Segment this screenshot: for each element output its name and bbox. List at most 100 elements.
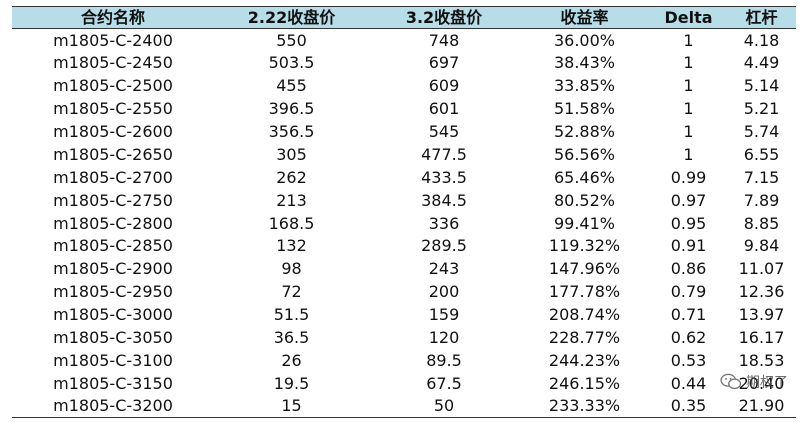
return-cell: 52.88% [553,122,615,141]
table-row: m1805-C-2400 550 748 36.00% 1 4.18 [12,29,796,52]
close-0222-cell: 132 [276,236,307,256]
return-cell: 80.52% [553,190,615,210]
contract-name-cell: m1805-C-2750 [53,190,173,210]
watermark: 期权了 [720,372,788,392]
return-cell: 99.41% [553,213,615,233]
table-row: m1805-C-2450 503.5 697 38.43% 1 4.49 [12,51,796,74]
close-0222-cell: 305 [276,144,307,164]
contract-name-cell: m1805-C-2800 [53,213,173,233]
header-delta: Delta [650,6,727,29]
leverage-cell: 13.97 [738,305,785,325]
return-cell: 147.96% [548,259,621,279]
delta-cell: 0.44 [670,373,707,393]
leverage-cell: 4.49 [743,53,780,73]
return-cell: 228.77% [548,328,621,348]
leverage-cell: 8.85 [743,213,780,233]
close-0302-cell: 384.5 [421,190,467,210]
return-cell: 36.00% [553,30,615,50]
return-cell: 38.43% [553,53,615,73]
close-0222-cell: 503.5 [268,53,315,73]
table-row: m1805-C-2950 72 200 177.78% 0.79 12.36 [12,280,796,303]
header-row: 合约名称 2.22收盘价 3.2收盘价 收益率 Delta 杠杆 [12,6,796,29]
header-close-0302: 3.2收盘价 [369,6,519,29]
close-0302-cell: 120 [428,328,460,348]
delta-cell: 0.86 [670,259,707,279]
return-cell: 33.85% [553,76,615,96]
contract-name-cell: m1805-C-2400 [53,30,173,50]
close-0302-cell: 697 [428,53,460,73]
delta-cell: 0.99 [670,167,707,187]
leverage-cell: 9.84 [743,236,780,256]
table-row: m1805-C-2600 356.5 545 52.88% 1 5.74 [12,120,796,143]
delta-cell: 0.95 [670,213,707,233]
delta-cell: 0.71 [670,305,707,325]
close-0302-cell: 748 [428,30,460,50]
close-0302-cell: 289.5 [421,236,467,256]
leverage-cell: 7.15 [743,167,780,187]
close-0302-cell: 200 [428,282,460,302]
return-cell: 208.74% [548,305,621,325]
return-cell: 246.15% [548,373,621,393]
close-0302-cell: 545 [428,122,460,141]
table-row: m1805-C-2750 213 384.5 80.52% 0.97 7.89 [12,189,796,212]
close-0302-cell: 609 [428,76,460,96]
return-cell: 65.46% [553,167,615,187]
close-0222-cell: 72 [281,282,302,302]
close-0302-cell: 336 [428,213,460,233]
delta-cell: 1 [683,30,694,50]
close-0302-cell: 159 [428,305,460,325]
leverage-cell: 12.36 [738,282,785,302]
close-0222-cell: 356.5 [268,122,315,141]
table-row: m1805-C-2800 168.5 336 99.41% 0.95 8.85 [12,212,796,235]
leverage-cell: 16.17 [738,328,785,348]
delta-cell: 0.62 [670,328,707,348]
watermark-text: 期权了 [746,375,788,391]
return-cell: 244.23% [548,350,621,370]
close-0302-cell: 243 [428,259,460,279]
return-cell: 51.58% [553,99,615,119]
return-cell: 177.78% [548,282,621,302]
wechat-icon [720,373,742,390]
contract-name-cell: m1805-C-2900 [53,259,173,279]
table-row: m1805-C-3100 26 89.5 244.23% 0.53 18.53 [12,349,796,372]
return-cell: 119.32% [548,236,621,256]
options-table: 合约名称 2.22收盘价 3.2收盘价 收益率 Delta 杠杆 m1805-C… [12,6,796,419]
close-0222-cell: 98 [281,259,302,279]
close-0302-cell: 601 [428,99,460,119]
header-leverage: 杠杆 [727,6,796,29]
table-row: m1805-C-3000 51.5 159 208.74% 0.71 13.97 [12,303,796,326]
close-0302-cell: 477.5 [421,144,467,164]
table-row: m1805-C-2900 98 243 147.96% 0.86 11.07 [12,257,796,280]
contract-name-cell: m1805-C-2950 [53,282,173,302]
contract-name-cell: m1805-C-3000 [53,305,173,325]
close-0222-cell: 168.5 [268,213,315,233]
table-body: m1805-C-2400 550 748 36.00% 1 4.18 m1805-C-245… [12,29,796,419]
contract-name-cell: m1805-C-3150 [53,373,173,393]
delta-cell: 0.79 [670,282,707,302]
contract-name-cell: m1805-C-2500 [53,76,173,96]
return-cell: 233.33% [519,394,650,419]
delta-cell: 0.97 [670,190,707,210]
contract-name-cell: m1805-C-2550 [53,99,173,119]
close-0222-cell: 213 [276,190,307,210]
delta-cell: 1 [683,99,694,119]
delta-cell: 1 [683,53,694,73]
table-row: m1805-C-2500 455 609 33.85% 1 5.14 [12,74,796,97]
table-row: m1805-C-3150 19.5 67.5 246.15% 0.44 20.40 [12,372,796,395]
contract-name-cell: m1805-C-3050 [53,328,173,348]
header-return: 收益率 [519,6,650,29]
close-0222-cell: 51.5 [273,305,310,325]
close-0302-cell: 89.5 [426,350,462,370]
leverage-cell: 18.53 [738,350,785,370]
close-0302-cell: 50 [369,394,519,419]
close-0222-cell: 550 [276,30,307,50]
close-0222-cell: 26 [281,350,302,370]
contract-name-cell: m1805-C-2650 [53,144,173,164]
contract-name-cell: m1805-C-3100 [53,350,173,370]
delta-cell: 1 [683,76,694,96]
contract-name-cell: m1805-C-2850 [53,236,173,256]
return-cell: 56.56% [553,144,615,164]
leverage-cell: 7.89 [743,190,780,210]
delta-cell: 0.53 [670,350,707,370]
contract-name-cell: m1805-C-2450 [53,53,173,73]
